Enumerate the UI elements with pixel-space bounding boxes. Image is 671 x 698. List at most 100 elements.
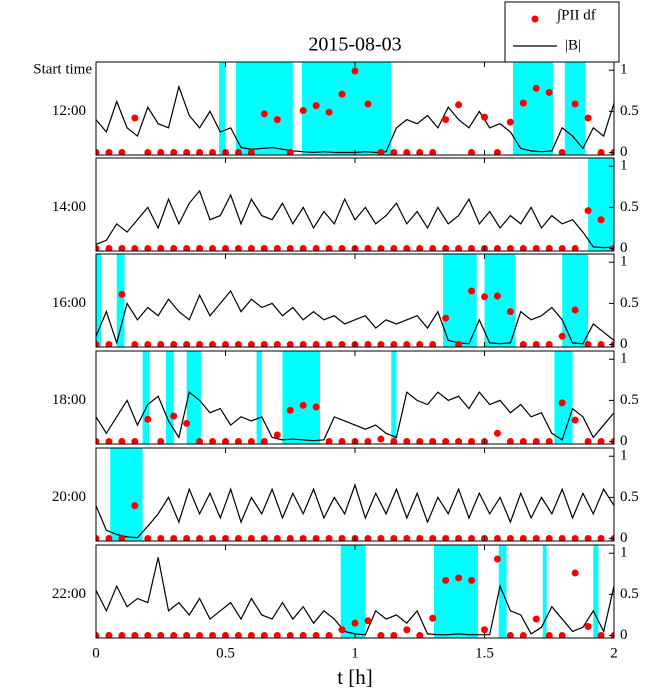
- p-dot: [455, 101, 463, 109]
- p-dot: [196, 535, 204, 541]
- p-dot: [170, 535, 178, 541]
- p-dot: [338, 626, 346, 634]
- row-label-title: Start time: [33, 61, 92, 77]
- p-dot: [506, 245, 514, 251]
- p-dot: [390, 438, 398, 444]
- y-tick-label: 0.5: [620, 295, 639, 311]
- p-dot: [299, 341, 307, 347]
- p-dot: [196, 438, 204, 444]
- p-dot: [364, 245, 372, 251]
- legend-marker: [531, 15, 539, 23]
- p-dot: [610, 149, 614, 155]
- p-dot: [260, 535, 268, 541]
- panel: [96, 254, 614, 347]
- panel: [96, 158, 614, 251]
- row-label: 18:00: [52, 392, 86, 408]
- p-dot: [260, 632, 268, 638]
- p-dot: [196, 149, 204, 155]
- y-tick-label: 0: [620, 240, 628, 256]
- p-dot: [325, 438, 333, 444]
- p-dot: [584, 341, 592, 347]
- p-dot: [183, 149, 191, 155]
- p-dot: [442, 438, 450, 444]
- p-dot: [364, 341, 372, 347]
- p-dot: [325, 245, 333, 251]
- y-tick-label: 1: [620, 158, 628, 174]
- p-dot: [183, 632, 191, 638]
- y-tick-label: 1: [620, 545, 628, 561]
- b-line: [96, 483, 614, 539]
- p-dot: [571, 569, 579, 577]
- y-tick-label: 0.5: [620, 199, 639, 215]
- p-dot: [403, 245, 411, 251]
- p-dot: [390, 341, 398, 347]
- p-dot: [325, 535, 333, 541]
- p-dot: [144, 341, 152, 347]
- p-dot: [519, 632, 527, 638]
- p-dot: [144, 535, 152, 541]
- shaded-interval: [562, 254, 589, 347]
- chart-title: 2015-08-03: [308, 34, 401, 56]
- y-tick-label: 0.5: [620, 103, 639, 119]
- legend-box: [504, 1, 620, 63]
- p-dot: [364, 535, 372, 541]
- p-dot: [532, 615, 540, 623]
- shaded-interval: [588, 158, 614, 251]
- p-dot: [532, 438, 540, 444]
- p-dot: [584, 207, 592, 215]
- p-dot: [118, 290, 126, 298]
- p-dot: [571, 100, 579, 108]
- p-dot: [170, 149, 178, 155]
- x-axis-label: t [h]: [337, 665, 373, 689]
- p-dot: [157, 535, 165, 541]
- panel: [96, 62, 614, 155]
- shaded-interval: [542, 545, 547, 638]
- p-dot: [157, 245, 165, 251]
- p-dot: [493, 429, 501, 437]
- p-dot: [338, 535, 346, 541]
- p-dot: [429, 341, 437, 347]
- p-dot: [96, 438, 100, 444]
- p-dot: [299, 107, 307, 115]
- p-dot: [299, 245, 307, 251]
- p-dot: [429, 614, 437, 622]
- p-dot: [131, 245, 139, 251]
- p-dot: [584, 114, 592, 122]
- p-dot: [312, 245, 320, 251]
- p-dot: [545, 438, 553, 444]
- p-dot: [170, 245, 178, 251]
- p-dot: [364, 438, 372, 444]
- p-dot: [468, 535, 476, 541]
- y-tick-label: 0: [620, 336, 628, 352]
- p-dot: [493, 149, 501, 155]
- x-tick-label: 2: [610, 645, 618, 661]
- p-dot: [558, 535, 566, 541]
- p-dot: [442, 576, 450, 584]
- p-dot: [157, 632, 165, 638]
- shaded-interval: [554, 351, 573, 444]
- p-dot: [610, 438, 614, 444]
- p-dot: [209, 535, 217, 541]
- p-dot: [247, 245, 255, 251]
- row-label: 14:00: [52, 199, 86, 215]
- p-dot: [170, 632, 178, 638]
- p-dot: [468, 438, 476, 444]
- p-dot: [234, 245, 242, 251]
- p-dot: [506, 308, 514, 316]
- shaded-interval: [564, 62, 586, 155]
- y-tick-label: 0: [620, 530, 628, 546]
- p-dot: [118, 535, 126, 541]
- y-tick-label: 1: [620, 254, 628, 270]
- p-dot: [260, 341, 268, 347]
- shaded-interval: [110, 448, 143, 541]
- shaded-interval: [116, 254, 125, 347]
- p-dot: [234, 632, 242, 638]
- p-dot: [416, 245, 424, 251]
- p-dot: [545, 88, 553, 96]
- shaded-interval: [235, 62, 293, 155]
- p-dot: [545, 535, 553, 541]
- p-dot: [96, 149, 100, 155]
- p-dot: [377, 435, 385, 443]
- p-dot: [260, 438, 268, 444]
